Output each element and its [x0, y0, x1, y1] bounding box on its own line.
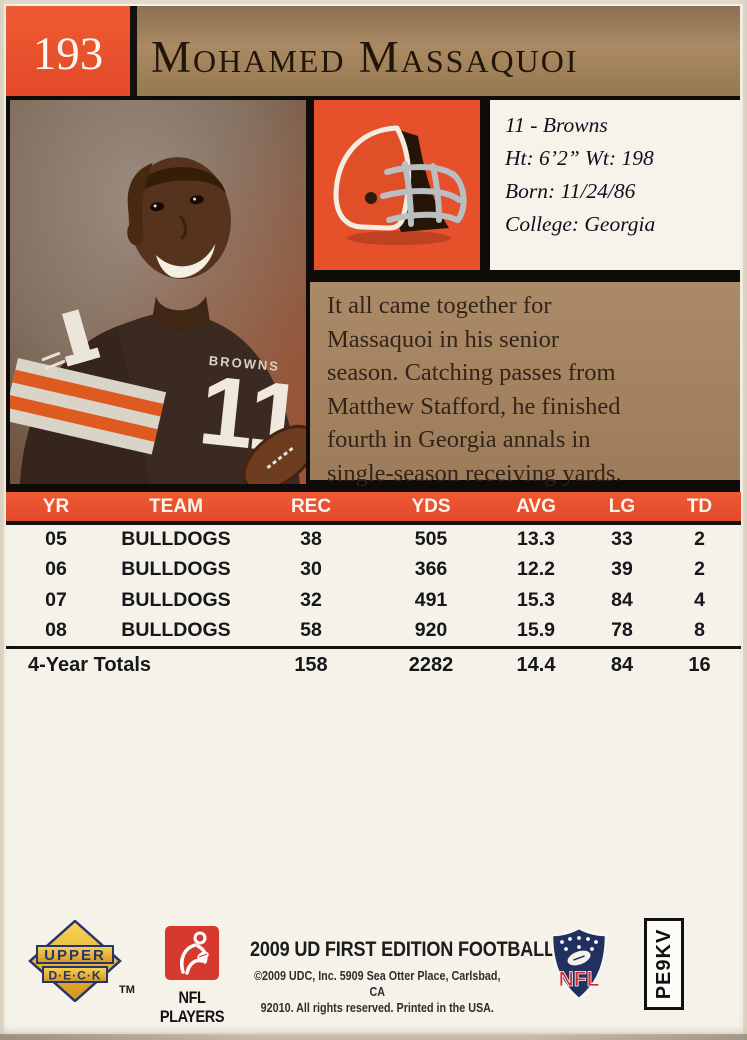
- reebok-mark: [41, 351, 66, 371]
- shield-stars: [560, 936, 598, 951]
- totals-lg: 84: [610, 653, 634, 676]
- player-info-box: 11 - Browns Ht: 6’2” Wt: 198 Born: 11/24…: [490, 100, 740, 270]
- upper-deck-logo: UPPER D·E·C·K TM: [27, 919, 137, 1007]
- copyright-text: ©2009 UDC, Inc. 5909 Sea Otter Place, Ca…: [250, 968, 505, 1016]
- col-header-team: TEAM: [149, 495, 203, 517]
- nfl-shield-icon: NFL: [550, 926, 608, 1001]
- upper-deck-diamond: UPPER D·E·C·K: [28, 919, 122, 1003]
- trademark-symbol: TM: [119, 984, 135, 996]
- stats-table-totals: 4-Year Totals 158 2282 14.4 84 16: [6, 647, 741, 682]
- table-row: 05 BULLDOGS 38 505 13.3 33 2: [6, 523, 741, 554]
- nfl-shield-label: NFL: [559, 968, 600, 991]
- col-header-yds: YDS: [411, 495, 451, 517]
- sleeve-stripes: [10, 358, 167, 455]
- stat-cell: 920: [414, 619, 448, 642]
- player-info-text: 11 - Browns Ht: 6’2” Wt: 198 Born: 11/24…: [505, 113, 656, 236]
- player-head: [127, 157, 231, 279]
- stat-cell: 32: [300, 589, 322, 611]
- facemask: [380, 161, 467, 227]
- nfl-players-icon: [165, 926, 219, 980]
- col-header-yr: YR: [42, 495, 70, 517]
- nfl-shield-logo: NFL: [548, 926, 610, 1007]
- stat-cell: 33: [611, 528, 633, 550]
- stat-cell: BULLDOGS: [121, 528, 231, 550]
- copyright-line1: ©2009 UDC, Inc. 5909 Sea Otter Place, Ca…: [254, 969, 501, 999]
- card-footer: UPPER D·E·C·K TM NFL PLAYERS 2009 UD FIR…: [0, 912, 747, 1027]
- stat-cell: 2: [694, 558, 705, 580]
- set-title-block: 2009 UD FIRST EDITION FOOTBALL ©2009 UDC…: [250, 938, 555, 1016]
- stat-cell: 05: [45, 528, 67, 550]
- totals-avg: 14.4: [516, 653, 556, 676]
- col-header-avg: AVG: [516, 495, 556, 517]
- stat-cell: 15.9: [517, 619, 555, 642]
- card-code: PE9KV: [652, 928, 675, 1000]
- stat-cell: 84: [611, 589, 633, 611]
- shield-football: [567, 950, 591, 966]
- browns-helmet-icon: [333, 125, 467, 245]
- name-bar: Mohamed Massaquoi: [137, 6, 740, 96]
- stat-cell: 15.3: [517, 589, 555, 611]
- totals-yds: 2282: [408, 653, 454, 676]
- stat-cell: BULLDOGS: [121, 619, 231, 642]
- stat-cell: 13.3: [517, 528, 555, 550]
- stat-cell: 30: [300, 558, 322, 580]
- copyright-line2: 92010. All rights reserved. Printed in t…: [260, 1001, 494, 1015]
- nfl-players-label: NFL PLAYERS: [159, 989, 225, 1026]
- card-header: 193 Mohamed Massaquoi: [6, 6, 740, 96]
- stat-cell: 58: [300, 619, 322, 642]
- stat-cell: 491: [414, 589, 448, 611]
- stats-section: YR TEAM REC YDS AVG LG TD 05 BULLDOGS 38 50…: [6, 492, 741, 682]
- stats-table-body: 05 BULLDOGS 38 505 13.3 33 2 06 BULLDOGS 30 366 12.…: [6, 523, 741, 647]
- player-name: Mohamed Massaquoi: [151, 32, 579, 82]
- player-photo-illustration: BROWNS 11: [10, 100, 306, 484]
- shoulder-number: [62, 309, 101, 367]
- upper-deck-text-upper: UPPER: [44, 947, 106, 964]
- upper-deck-text-deck: D·E·C·K: [49, 969, 102, 983]
- stat-cell: 4: [694, 589, 705, 611]
- totals-rec: 158: [294, 653, 328, 676]
- stat-cell: 8: [694, 619, 705, 642]
- stat-cell: 78: [611, 619, 633, 642]
- stat-cell: 366: [414, 558, 448, 580]
- player-bio-box: It all came together for Massaquoi in hi…: [310, 282, 740, 487]
- stat-cell: 505: [414, 528, 448, 550]
- stat-cell: 39: [611, 558, 633, 580]
- set-title: 2009 UD FIRST EDITION FOOTBALL: [250, 938, 555, 961]
- stat-cell: BULLDOGS: [121, 558, 231, 580]
- card-number: 193: [6, 6, 130, 96]
- stats-table-header: YR TEAM REC YDS AVG LG TD: [6, 492, 741, 523]
- upper-section: BROWNS 11: [6, 96, 740, 492]
- totals-td: 16: [688, 653, 711, 676]
- stats-table: YR TEAM REC YDS AVG LG TD 05 BULLDOGS 38 50…: [6, 492, 741, 682]
- card-code-box: PE9KV: [644, 918, 684, 1010]
- player-photo: BROWNS 11: [10, 100, 306, 484]
- col-header-td: TD: [686, 495, 713, 517]
- table-row: 07 BULLDOGS 32 491 15.3 84 4: [6, 585, 741, 616]
- team-helmet-box: [314, 100, 480, 270]
- stat-cell: 06: [45, 558, 67, 580]
- stat-cell: 2: [694, 528, 705, 550]
- stat-cell: 07: [45, 589, 67, 611]
- nfl-players-logo: NFL PLAYERS: [144, 926, 240, 1027]
- stat-cell: 08: [45, 619, 67, 642]
- table-row: 06 BULLDOGS 30 366 12.2 39 2: [6, 554, 741, 585]
- stat-cell: BULLDOGS: [121, 589, 231, 611]
- totals-label: 4-Year Totals: [28, 653, 152, 676]
- col-header-lg: LG: [608, 495, 636, 517]
- jersey-wordmark: BROWNS: [208, 353, 280, 374]
- stat-cell: 12.2: [517, 558, 555, 580]
- stat-cell: 38: [300, 528, 322, 550]
- col-header-rec: REC: [290, 495, 332, 517]
- table-row: 08 BULLDOGS 58 920 15.9 78 8: [6, 616, 741, 647]
- player-bio-text: It all came together for Massaquoi in hi…: [327, 292, 622, 487]
- football: [242, 424, 306, 484]
